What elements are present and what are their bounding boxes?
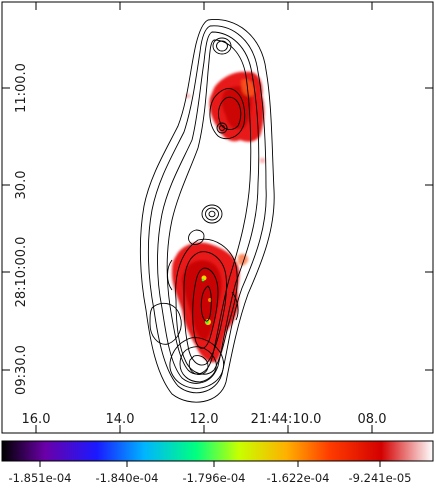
colorbar-tick-label: -1.796e-04: [183, 471, 246, 485]
x-tick-labels: 16.0 14.0 12.0 21:44:10.0 08.0: [22, 412, 387, 427]
y-axis: [2, 87, 433, 371]
x-axis: [35, 2, 373, 433]
x-tick-label: 12.0: [190, 412, 219, 427]
colorbar-tick-label: -1.622e-04: [267, 471, 330, 485]
colorbar-ticks: [39, 461, 381, 467]
colorbar-tick-label: -1.851e-04: [9, 471, 72, 485]
x-tick-label: 21:44:10.0: [251, 412, 322, 427]
colorbar: [1, 440, 434, 462]
x-tick-label: 08.0: [358, 412, 387, 427]
y-tick-label: 09:30.0: [14, 345, 29, 395]
x-tick-label: 14.0: [106, 412, 135, 427]
colorbar-tick-label: -1.840e-04: [96, 471, 159, 485]
colorbar-tick-label: -9.241e-05: [349, 471, 412, 485]
x-tick-label: 16.0: [22, 412, 51, 427]
contour-lines: [139, 19, 275, 403]
y-tick-label: 28:10:00.0: [14, 237, 29, 308]
y-tick-label: 30.0: [14, 171, 29, 200]
colorbar-tick-labels: -1.851e-04 -1.840e-04 -1.796e-04 -1.622e…: [9, 471, 412, 485]
y-tick-labels: 11:00.0 30.0 28:10:00.0 09:30.0: [14, 63, 29, 395]
y-tick-label: 11:00.0: [14, 63, 29, 113]
